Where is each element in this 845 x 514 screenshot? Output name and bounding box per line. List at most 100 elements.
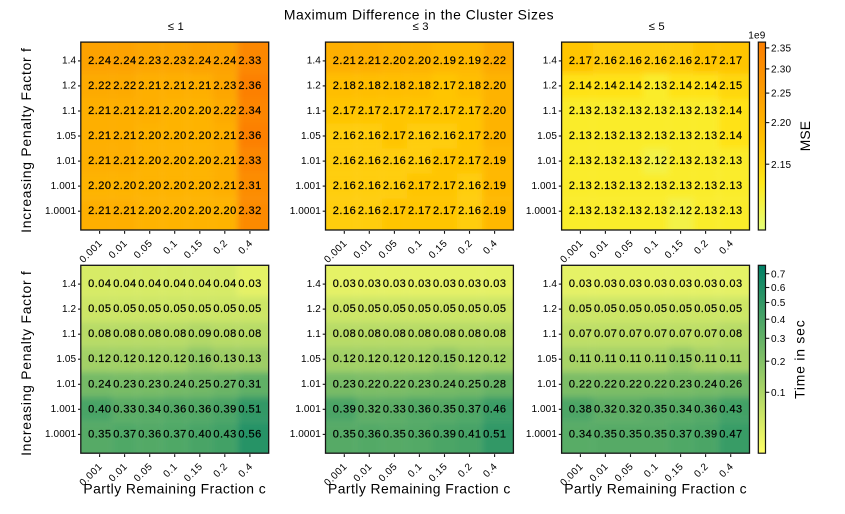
svg-text:1.05: 1.05: [537, 131, 557, 142]
svg-text:1.05: 1.05: [301, 354, 321, 365]
svg-text:0.16: 0.16: [188, 353, 211, 365]
svg-text:2.13: 2.13: [694, 105, 717, 117]
svg-text:0.03: 0.03: [383, 278, 406, 290]
svg-text:0.08: 0.08: [358, 328, 381, 340]
svg-text:2.16: 2.16: [358, 130, 381, 142]
svg-text:2.16: 2.16: [383, 155, 406, 167]
svg-text:0.39: 0.39: [433, 428, 456, 440]
svg-text:1.2: 1.2: [307, 81, 322, 92]
svg-text:2.13: 2.13: [569, 180, 592, 192]
svg-text:2.19: 2.19: [433, 55, 456, 67]
svg-text:2.32: 2.32: [238, 205, 261, 217]
svg-text:0.37: 0.37: [669, 428, 692, 440]
svg-text:1.4: 1.4: [62, 279, 77, 290]
svg-text:2.21: 2.21: [213, 155, 236, 167]
svg-text:2.14: 2.14: [569, 80, 592, 92]
svg-text:0.13: 0.13: [213, 353, 236, 365]
svg-text:2.17: 2.17: [383, 105, 406, 117]
svg-text:2.21: 2.21: [138, 80, 161, 92]
svg-text:2.13: 2.13: [644, 180, 667, 192]
svg-text:0.51: 0.51: [483, 428, 506, 440]
svg-text:2.16: 2.16: [333, 205, 356, 217]
svg-text:0.05: 0.05: [719, 303, 742, 315]
svg-text:2.16: 2.16: [408, 155, 431, 167]
svg-text:2.21: 2.21: [88, 130, 111, 142]
svg-text:2.13: 2.13: [594, 180, 617, 192]
svg-text:2.12: 2.12: [644, 155, 667, 167]
svg-text:0.46: 0.46: [483, 403, 506, 415]
svg-text:2.13: 2.13: [669, 180, 692, 192]
svg-text:0.03: 0.03: [483, 278, 506, 290]
svg-text:0.05: 0.05: [188, 303, 211, 315]
svg-text:2.14: 2.14: [719, 105, 742, 117]
svg-text:0.28: 0.28: [483, 378, 506, 390]
svg-text:2.16: 2.16: [333, 130, 356, 142]
svg-text:0.23: 0.23: [138, 378, 161, 390]
svg-text:1.4: 1.4: [307, 279, 322, 290]
svg-text:2.13: 2.13: [719, 155, 742, 167]
svg-text:2.13: 2.13: [694, 130, 717, 142]
svg-text:2.17: 2.17: [383, 205, 406, 217]
svg-text:2.16: 2.16: [433, 130, 456, 142]
svg-text:2.20: 2.20: [408, 55, 431, 67]
svg-text:2.21: 2.21: [358, 55, 381, 67]
svg-text:0.6: 0.6: [771, 283, 786, 294]
svg-text:2.13: 2.13: [619, 180, 642, 192]
svg-text:2.23: 2.23: [213, 80, 236, 92]
svg-text:2.16: 2.16: [333, 155, 356, 167]
svg-text:1.0001: 1.0001: [290, 206, 322, 217]
svg-text:0.05: 0.05: [644, 303, 667, 315]
svg-text:1.001: 1.001: [531, 404, 557, 415]
svg-text:0.05: 0.05: [358, 303, 381, 315]
svg-text:0.32: 0.32: [594, 403, 617, 415]
svg-text:2.16: 2.16: [358, 155, 381, 167]
svg-text:1.2: 1.2: [543, 304, 558, 315]
svg-text:1.2: 1.2: [62, 81, 77, 92]
svg-text:1.05: 1.05: [56, 354, 76, 365]
svg-text:0.11: 0.11: [619, 353, 642, 365]
svg-text:0.13: 0.13: [238, 353, 261, 365]
svg-text:0.05: 0.05: [333, 303, 356, 315]
svg-text:≤ 3: ≤ 3: [412, 21, 428, 33]
svg-text:2.15: 2.15: [719, 80, 742, 92]
svg-text:0.05: 0.05: [483, 303, 506, 315]
svg-text:0.08: 0.08: [138, 328, 161, 340]
svg-text:2.24: 2.24: [213, 55, 236, 67]
svg-text:0.37: 0.37: [163, 428, 186, 440]
svg-text:0.12: 0.12: [113, 353, 136, 365]
svg-text:0.7: 0.7: [771, 269, 786, 280]
svg-text:0.08: 0.08: [213, 328, 236, 340]
svg-text:0.5: 0.5: [771, 298, 786, 309]
svg-text:1.001: 1.001: [51, 404, 77, 415]
svg-text:2.17: 2.17: [719, 55, 742, 67]
svg-text:0.07: 0.07: [569, 328, 592, 340]
svg-text:2.13: 2.13: [644, 105, 667, 117]
svg-text:0.04: 0.04: [163, 278, 186, 290]
svg-text:0.08: 0.08: [433, 328, 456, 340]
svg-text:0.51: 0.51: [238, 403, 261, 415]
svg-text:0.47: 0.47: [719, 428, 742, 440]
svg-text:1.4: 1.4: [62, 56, 77, 67]
svg-text:2.13: 2.13: [594, 155, 617, 167]
svg-text:0.07: 0.07: [644, 328, 667, 340]
svg-text:2.30: 2.30: [771, 65, 792, 76]
svg-text:0.07: 0.07: [669, 328, 692, 340]
svg-text:0.08: 0.08: [483, 328, 506, 340]
svg-text:2.13: 2.13: [594, 205, 617, 217]
svg-text:0.27: 0.27: [213, 378, 236, 390]
svg-text:2.16: 2.16: [383, 180, 406, 192]
svg-text:0.08: 0.08: [113, 328, 136, 340]
svg-text:1.2: 1.2: [307, 304, 322, 315]
svg-text:2.20: 2.20: [771, 118, 792, 129]
svg-text:2.24: 2.24: [188, 55, 211, 67]
svg-text:0.34: 0.34: [669, 403, 692, 415]
svg-text:2.13: 2.13: [669, 105, 692, 117]
svg-text:1.001: 1.001: [295, 181, 321, 192]
svg-text:0.12: 0.12: [408, 353, 431, 365]
svg-text:0.36: 0.36: [408, 428, 431, 440]
svg-text:2.17: 2.17: [408, 105, 431, 117]
svg-text:≤ 5: ≤ 5: [649, 21, 665, 33]
svg-text:2.17: 2.17: [408, 205, 431, 217]
svg-text:2.17: 2.17: [433, 205, 456, 217]
svg-text:2.25: 2.25: [771, 89, 792, 100]
